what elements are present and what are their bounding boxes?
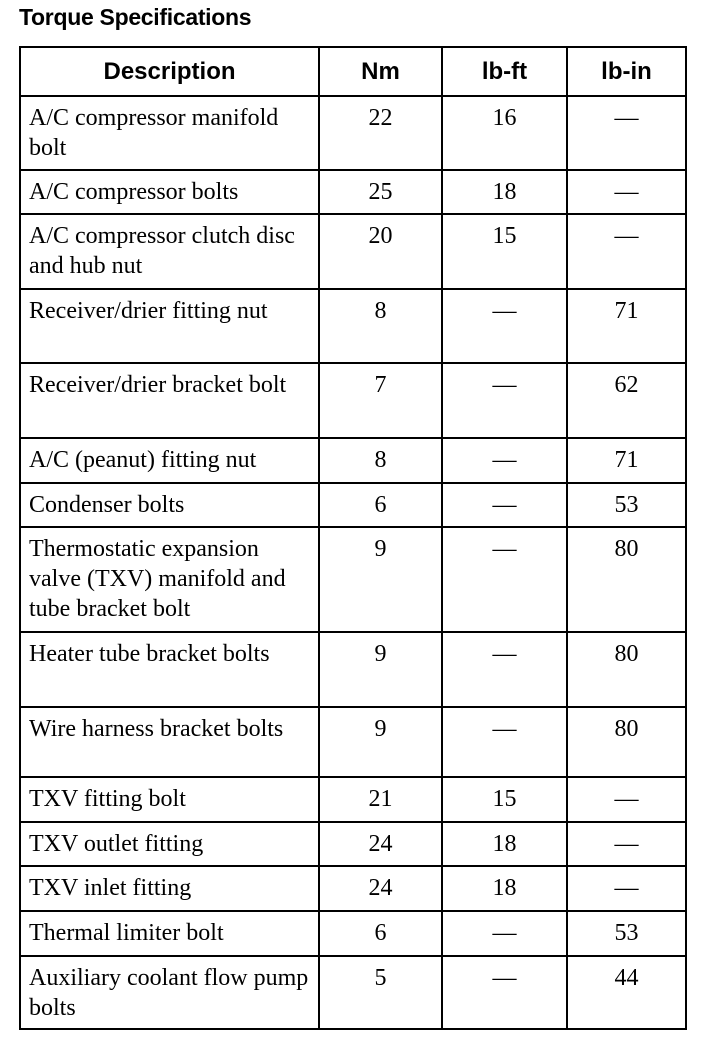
table-row: A/C compressor bolts 25 18— [19, 169, 687, 215]
table-row: Auxiliary coolant flow pump bolts 5—44 [19, 955, 687, 1030]
lb-ft-cell: — [441, 526, 568, 633]
description-cell: Receiver/drier bracket bolt [19, 362, 320, 439]
lb-ft-cell: — [441, 955, 568, 1030]
nm-cell: 24 [318, 821, 443, 867]
lb-ft-cell: — [441, 910, 568, 957]
nm-cell: 24 [318, 865, 443, 912]
lb-ft-cell: — [441, 482, 568, 528]
lb-ft-cell: 16 [441, 95, 568, 171]
nm-cell: 22 [318, 95, 443, 171]
nm-cell: 9 [318, 526, 443, 633]
nm-cell: 6 [318, 910, 443, 957]
column-header-description: Description [19, 46, 320, 97]
description-cell: TXV fitting bolt [19, 776, 320, 823]
description-cell: TXV inlet fitting [19, 865, 320, 912]
lb-in-cell: — [566, 776, 687, 823]
lb-in-cell: 80 [566, 706, 687, 778]
table-row: TXV inlet fitting 24 18— [19, 865, 687, 912]
column-header-nm: Nm [318, 46, 443, 97]
nm-cell: 8 [318, 288, 443, 364]
lb-ft-cell: — [441, 362, 568, 439]
description-cell: A/C compressor manifold bolt [19, 95, 320, 171]
description-cell: Heater tube bracket bolts [19, 631, 320, 708]
table-row: TXV outlet fitting 24 18— [19, 821, 687, 867]
lb-ft-cell: — [441, 706, 568, 778]
table-row: A/C compressor clutch disc and hub nut 20… [19, 213, 687, 290]
table-row: A/C (peanut) fitting nut 8—71 [19, 437, 687, 484]
lb-in-cell: 80 [566, 526, 687, 633]
description-cell: Condenser bolts [19, 482, 320, 528]
table-row: A/C compressor manifold bolt 22 16— [19, 95, 687, 171]
nm-cell: 21 [318, 776, 443, 823]
description-cell: A/C compressor clutch disc and hub nut [19, 213, 320, 290]
lb-in-cell: — [566, 169, 687, 215]
table-row: Heater tube bracket bolts 9—80 [19, 631, 687, 708]
nm-cell: 8 [318, 437, 443, 484]
lb-in-cell: 62 [566, 362, 687, 439]
description-cell: Thermostatic expansion valve (TXV) manif… [19, 526, 320, 633]
column-header-lb-ft: lb-ft [441, 46, 568, 97]
table-row: Receiver/drier bracket bolt 7—62 [19, 362, 687, 439]
lb-in-cell: 53 [566, 910, 687, 957]
description-cell: Receiver/drier fitting nut [19, 288, 320, 364]
lb-ft-cell: 18 [441, 169, 568, 215]
nm-cell: 25 [318, 169, 443, 215]
column-header-lb-in: lb-in [566, 46, 687, 97]
lb-in-cell: 80 [566, 631, 687, 708]
header-row: Description Nm lb-ft lb-in [19, 46, 687, 97]
nm-cell: 5 [318, 955, 443, 1030]
description-cell: Thermal limiter bolt [19, 910, 320, 957]
lb-in-cell: 53 [566, 482, 687, 528]
table-row: TXV fitting bolt 21 15— [19, 776, 687, 823]
table-row: Condenser bolts 6—53 [19, 482, 687, 528]
lb-in-cell: — [566, 865, 687, 912]
description-cell: A/C compressor bolts [19, 169, 320, 215]
nm-cell: 7 [318, 362, 443, 439]
nm-cell: 9 [318, 706, 443, 778]
table-row: Thermostatic expansion valve (TXV) manif… [19, 526, 687, 633]
description-cell: A/C (peanut) fitting nut [19, 437, 320, 484]
page-title: Torque Specifications [19, 4, 252, 30]
lb-in-cell: 71 [566, 437, 687, 484]
nm-cell: 20 [318, 213, 443, 290]
nm-cell: 9 [318, 631, 443, 708]
lb-ft-cell: 18 [441, 865, 568, 912]
lb-ft-cell: 18 [441, 821, 568, 867]
lb-ft-cell: — [441, 631, 568, 708]
lb-ft-cell: 15 [441, 776, 568, 823]
description-cell: TXV outlet fitting [19, 821, 320, 867]
table-row: Wire harness bracket bolts 9—80 [19, 706, 687, 778]
lb-in-cell: 71 [566, 288, 687, 364]
lb-ft-cell: — [441, 437, 568, 484]
lb-in-cell: — [566, 95, 687, 171]
description-cell: Auxiliary coolant flow pump bolts [19, 955, 320, 1030]
table-row: Receiver/drier fitting nut 8—71 [19, 288, 687, 364]
lb-in-cell: — [566, 213, 687, 290]
nm-cell: 6 [318, 482, 443, 528]
table-row: Thermal limiter bolt 6—53 [19, 910, 687, 957]
description-cell: Wire harness bracket bolts [19, 706, 320, 778]
torque-specifications-table: Description Nm lb-ft lb-in A/C compresso… [19, 46, 687, 1030]
lb-ft-cell: — [441, 288, 568, 364]
lb-in-cell: 44 [566, 955, 687, 1030]
lb-in-cell: — [566, 821, 687, 867]
lb-ft-cell: 15 [441, 213, 568, 290]
